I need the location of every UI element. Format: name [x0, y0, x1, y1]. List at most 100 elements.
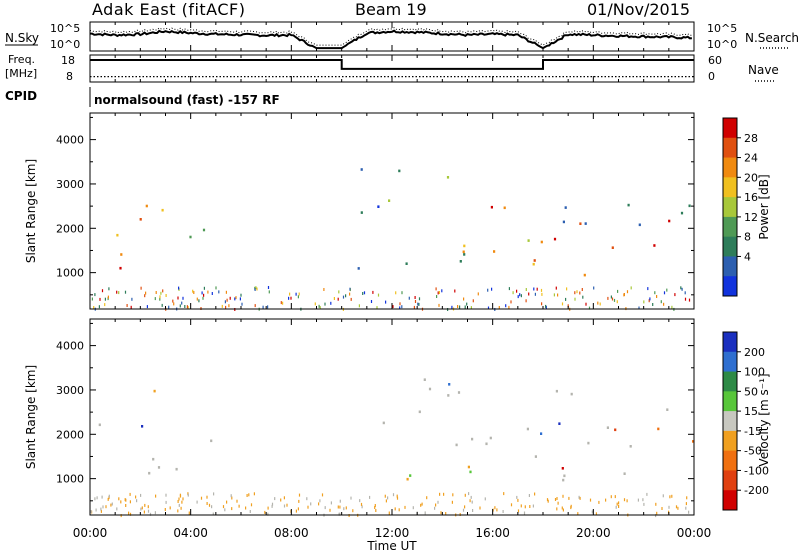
scatter-cell — [557, 501, 559, 505]
scatter-cell — [455, 443, 458, 447]
scatter-cell — [505, 304, 507, 308]
scatter-cell — [469, 499, 471, 503]
scatter-cell — [339, 512, 341, 516]
scatter-cell — [440, 511, 442, 515]
scatter-cell — [148, 471, 151, 475]
scatter-cell — [570, 392, 573, 396]
beam-title: Beam 19 — [355, 0, 427, 19]
colorbar-tick-label: 8 — [744, 231, 751, 244]
scatter-cell — [638, 223, 641, 227]
scatter-cell — [345, 506, 347, 510]
scatter-cell — [554, 498, 557, 501]
scatter-cell — [671, 494, 673, 498]
scatter-cell — [692, 440, 695, 443]
scatter-cell — [339, 499, 341, 503]
scatter-cell — [165, 294, 167, 297]
scatter-cell — [202, 296, 204, 300]
scatter-cell — [467, 465, 470, 469]
noise-tick-low-right: 10^0 — [707, 38, 737, 51]
scatter-cell — [159, 297, 161, 301]
y-tick-label: 4000 — [56, 340, 84, 353]
scatter-cell — [464, 493, 466, 497]
scatter-cell — [357, 267, 360, 270]
scatter-cell — [517, 295, 519, 299]
scatter-cell — [496, 508, 498, 512]
date-title: 01/Nov/2015 — [587, 0, 690, 19]
colorbar-segment — [723, 411, 737, 432]
scatter-cell — [437, 500, 439, 504]
x-tick-label: 04:00 — [173, 526, 208, 540]
velocity-panel: 1000 2000 3000 4000 Slant Range [km] — [24, 318, 695, 518]
scatter-cell — [438, 303, 440, 307]
scatter-cell — [338, 290, 340, 294]
scatter-cell — [613, 298, 616, 302]
scatter-cell — [188, 511, 190, 515]
scatter-cell — [224, 300, 226, 304]
scatter-cell — [192, 289, 194, 293]
scatter-cell — [652, 303, 654, 306]
scatter-cell — [421, 502, 423, 506]
scatter-cell — [553, 237, 557, 241]
colorbar-segment — [723, 332, 737, 353]
scatter-cell — [399, 302, 401, 306]
scatter-cell — [238, 504, 240, 508]
scatter-cell — [510, 300, 512, 304]
scatter-cell — [118, 291, 120, 295]
scatter-cell — [494, 506, 496, 510]
scatter-cell — [485, 442, 488, 446]
scatter-cell — [262, 305, 264, 309]
scatter-cell — [669, 495, 671, 499]
scatter-cell — [562, 494, 564, 498]
scatter-cell — [140, 286, 142, 290]
scatter-cell — [283, 496, 285, 500]
scatter-cell — [337, 505, 339, 509]
scatter-cell — [161, 208, 164, 212]
colorbar-tick-label: 200 — [744, 346, 765, 359]
scatter-cell — [529, 505, 531, 508]
scatter-cell — [149, 512, 152, 516]
scatter-cell — [319, 499, 321, 503]
scatter-cell — [118, 497, 120, 501]
scatter-cell — [583, 273, 586, 277]
scatter-cell — [533, 287, 535, 291]
colorbar-tick-label: 20 — [744, 171, 758, 184]
scatter-cell — [519, 293, 521, 297]
scatter-cell — [153, 389, 156, 393]
scatter-cell — [155, 291, 157, 294]
scatter-cell — [611, 246, 614, 249]
scatter-cell — [181, 301, 183, 305]
nave-label: Nave — [748, 63, 779, 77]
scatter-cell — [280, 498, 282, 502]
scatter-cell — [617, 289, 619, 293]
scatter-cell — [643, 300, 645, 304]
scatter-cell — [589, 498, 592, 502]
colorbar-tick-label: 15 — [744, 405, 758, 418]
colorbar-segment — [723, 371, 737, 392]
scatter-cell — [447, 394, 450, 397]
scatter-cell — [120, 500, 122, 504]
scatter-cell — [231, 507, 233, 511]
scatter-cell — [358, 304, 360, 308]
scatter-cell — [472, 299, 474, 303]
scatter-cell — [222, 505, 225, 509]
scatter-cell — [267, 286, 270, 289]
scatter-cell — [605, 498, 607, 502]
colorbar-segment — [723, 197, 737, 218]
scatter-cell — [172, 299, 174, 303]
scatter-cell — [161, 303, 163, 307]
scatter-cell — [120, 514, 122, 518]
scatter-cell — [129, 492, 131, 496]
scatter-cell — [165, 500, 167, 504]
scatter-cell — [629, 445, 632, 448]
scatter-cell — [508, 305, 510, 309]
scatter-cell — [567, 304, 569, 308]
scatter-cell — [528, 494, 530, 497]
scatter-cell — [297, 295, 299, 299]
scatter-cell — [462, 250, 465, 254]
scatter-cell — [666, 288, 668, 292]
x-tick-label: 16:00 — [475, 526, 510, 540]
scatter-cell — [221, 304, 223, 308]
x-tick-label: 00:00 — [73, 526, 108, 540]
scatter-cell — [642, 498, 644, 502]
